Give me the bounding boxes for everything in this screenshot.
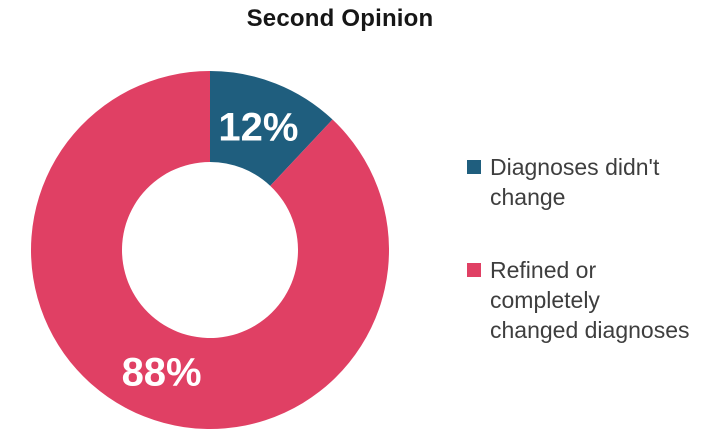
legend-item-diagnoses-didnt-change: Diagnoses didn't change xyxy=(467,152,715,212)
legend-swatch-pink-icon xyxy=(467,263,481,277)
slice-data-label-1: 88% xyxy=(122,350,202,394)
legend-label: Diagnoses didn't change xyxy=(490,154,660,210)
donut-slice-1 xyxy=(31,71,390,429)
legend-item-refined-or-changed: Refined or completely changed diagnoses xyxy=(467,255,715,345)
donut-slice-0 xyxy=(210,70,333,186)
chart-legend: Diagnoses didn't change Refined or compl… xyxy=(467,152,715,345)
legend-label: Refined or completely changed diagnoses xyxy=(490,257,690,343)
slice-data-label-0: 12% xyxy=(218,106,298,150)
legend-swatch-blue-icon xyxy=(467,160,481,174)
chart-title: Second Opinion xyxy=(246,5,434,32)
